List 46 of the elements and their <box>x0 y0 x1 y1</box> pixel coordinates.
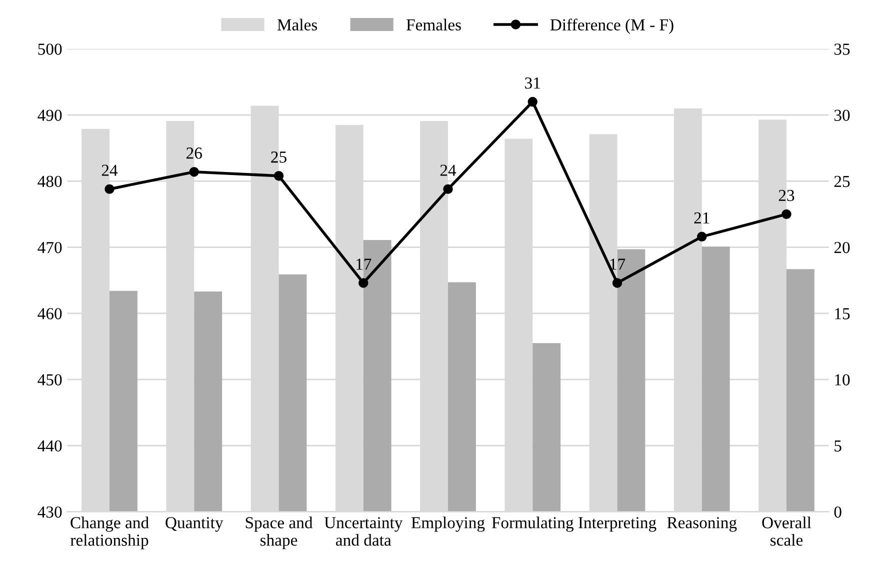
data-label: 25 <box>271 152 286 163</box>
data-label: 24 <box>102 164 118 176</box>
y-tick-label: 480 <box>38 176 62 188</box>
x-tick-label: Employing <box>411 516 485 532</box>
data-label: 31 <box>525 77 540 89</box>
y2-tick-label: 20 <box>834 242 850 254</box>
data-label: 24 <box>440 164 456 176</box>
legend-label: Females <box>406 18 461 30</box>
y-tick-label: 450 <box>38 374 62 386</box>
y2-tick-label: 10 <box>835 374 850 386</box>
y2-tick-label: 0 <box>834 506 842 518</box>
data-label: 21 <box>694 212 710 224</box>
point <box>443 184 453 194</box>
x-tick-label: Reasoning <box>667 517 737 532</box>
x-tick-label: Quantity <box>166 517 224 532</box>
y2-tick-label: 30 <box>834 110 850 121</box>
data-label: 23 <box>778 190 794 202</box>
data-label: 26 <box>186 148 202 159</box>
x-tick-label: Interpreting <box>578 517 656 532</box>
y-tick-label: 500 <box>38 44 62 55</box>
y2-tick-label: 25 <box>834 176 850 188</box>
point <box>274 170 284 181</box>
point <box>104 184 114 194</box>
x-tick-label: Overall scale <box>762 516 812 546</box>
point <box>612 278 622 288</box>
x-tick-label: Uncertainty and data <box>324 517 403 546</box>
data-label: 17 <box>356 258 372 270</box>
y-tick-label: 440 <box>38 440 62 452</box>
y-tick-label: 490 <box>38 110 62 121</box>
y2-tick-label: 5 <box>834 440 842 452</box>
y2-tick-label: 15 <box>835 308 850 320</box>
x-tick-label: Formulating <box>492 516 574 532</box>
y-tick-label: 460 <box>38 308 62 320</box>
y-tick-label: 470 <box>38 242 62 254</box>
data-label: 17 <box>610 258 626 270</box>
x-tick-label: Change and relationship <box>70 516 149 550</box>
y2-tick-label: 35 <box>834 44 850 55</box>
point <box>358 278 368 288</box>
point <box>782 209 792 220</box>
point <box>697 232 707 242</box>
point <box>189 167 199 177</box>
legend-label: Males <box>277 18 318 30</box>
point <box>528 96 538 107</box>
legend-label: Difference (M - F) <box>550 18 674 34</box>
y-tick-label: 430 <box>38 506 62 518</box>
x-tick-label: Space and shape <box>246 516 313 550</box>
